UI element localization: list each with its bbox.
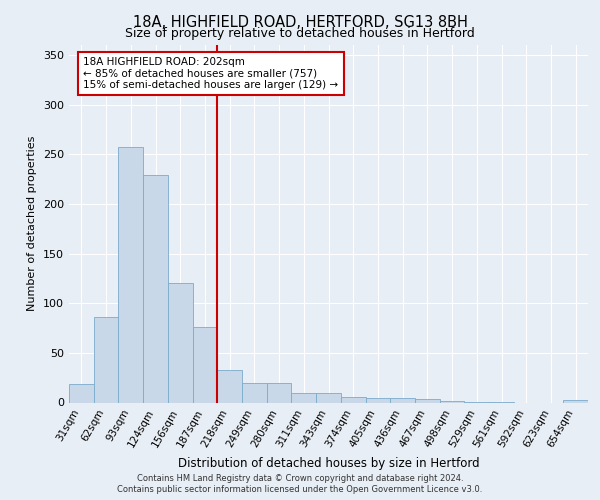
- Text: 18A HIGHFIELD ROAD: 202sqm
← 85% of detached houses are smaller (757)
15% of sem: 18A HIGHFIELD ROAD: 202sqm ← 85% of deta…: [83, 57, 338, 90]
- Bar: [316, 392, 341, 402]
- Bar: [168, 284, 193, 403]
- Bar: [390, 398, 415, 402]
- Bar: [563, 400, 588, 402]
- Bar: [341, 396, 365, 402]
- Bar: [94, 317, 118, 402]
- Bar: [217, 370, 242, 402]
- Bar: [143, 175, 168, 402]
- Bar: [267, 382, 292, 402]
- Bar: [365, 398, 390, 402]
- Text: Size of property relative to detached houses in Hertford: Size of property relative to detached ho…: [125, 28, 475, 40]
- Y-axis label: Number of detached properties: Number of detached properties: [28, 136, 37, 312]
- Bar: [69, 384, 94, 402]
- X-axis label: Distribution of detached houses by size in Hertford: Distribution of detached houses by size …: [178, 457, 479, 470]
- Bar: [193, 327, 217, 402]
- Text: 18A, HIGHFIELD ROAD, HERTFORD, SG13 8BH: 18A, HIGHFIELD ROAD, HERTFORD, SG13 8BH: [133, 15, 467, 30]
- Bar: [415, 398, 440, 402]
- Bar: [118, 148, 143, 402]
- Bar: [242, 382, 267, 402]
- Bar: [440, 400, 464, 402]
- Text: Contains HM Land Registry data © Crown copyright and database right 2024.
Contai: Contains HM Land Registry data © Crown c…: [118, 474, 482, 494]
- Bar: [292, 392, 316, 402]
